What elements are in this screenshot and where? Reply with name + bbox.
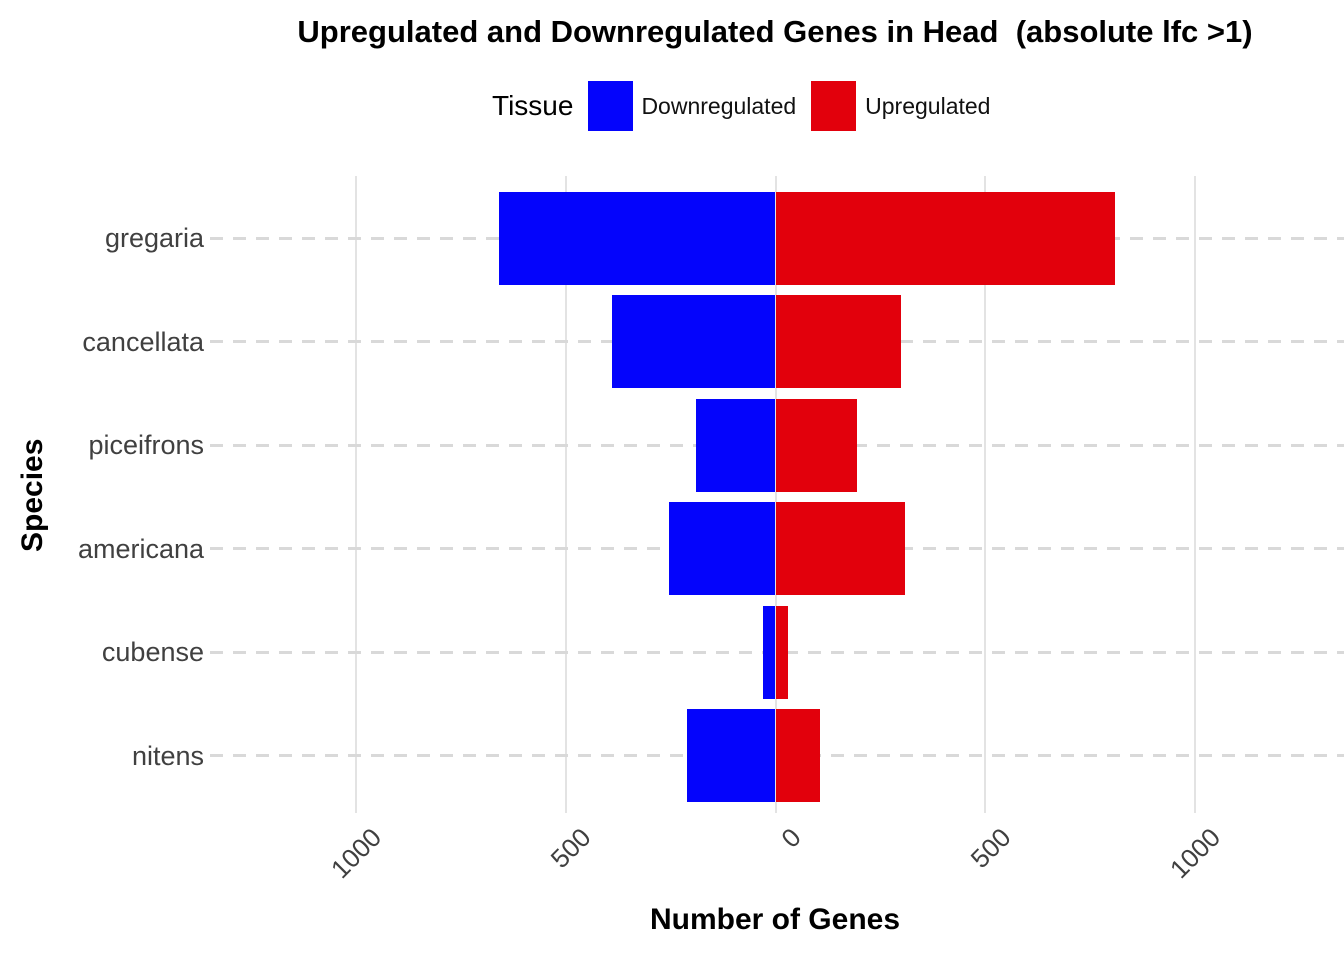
x-tick-label: 0 — [775, 822, 807, 854]
y-tick-label-nitens: nitens — [131, 740, 204, 771]
y-tick-label-cubense: cubense — [101, 637, 204, 667]
legend-swatch-downregulated-icon — [588, 81, 634, 131]
bar-americana-upregulated — [775, 502, 906, 595]
bar-cubense-downregulated — [762, 605, 776, 699]
x-tick-label: 500 — [545, 822, 598, 874]
chart-title: Upregulated and Downregulated Genes in H… — [297, 14, 1253, 49]
x-gridline — [774, 176, 777, 813]
legend-label-upregulated: Upregulated — [865, 92, 991, 119]
bar-americana-downregulated — [668, 502, 776, 595]
legend-label-downregulated: Downregulated — [641, 92, 797, 119]
bar-piceifrons-upregulated — [775, 398, 858, 492]
y-tick-label-americana: americana — [77, 533, 204, 564]
bar-piceifrons-downregulated — [695, 398, 776, 492]
legend-title: Tissue — [492, 90, 574, 121]
legend: Tissue Downregulated Upregulated — [492, 80, 990, 132]
x-tick-label: 500 — [964, 822, 1017, 874]
bar-cubense-upregulated — [775, 605, 789, 699]
bar-nitens-upregulated — [775, 709, 820, 802]
y-axis-title: Species — [16, 438, 49, 552]
legend-swatch-upregulated-icon — [811, 81, 857, 131]
bar-nitens-downregulated — [687, 709, 776, 802]
x-axis-title: Number of Genes — [649, 903, 901, 936]
x-tick-label: 1000 — [325, 822, 388, 885]
x-gridline — [355, 176, 358, 813]
bar-gregaria-upregulated — [775, 191, 1116, 285]
x-gridline — [564, 176, 567, 813]
x-tick-label: 1000 — [1163, 822, 1226, 885]
y-tick-label-piceifrons: piceifrons — [88, 430, 204, 460]
x-gridline — [1193, 176, 1196, 813]
bar-cancellata-downregulated — [611, 295, 776, 388]
bar-gregaria-downregulated — [498, 191, 776, 285]
y-tick-label-gregaria: gregaria — [104, 223, 204, 253]
y-tick-label-cancellata: cancellata — [82, 326, 204, 357]
x-gridline — [984, 176, 987, 813]
bar-cancellata-upregulated — [775, 295, 902, 388]
